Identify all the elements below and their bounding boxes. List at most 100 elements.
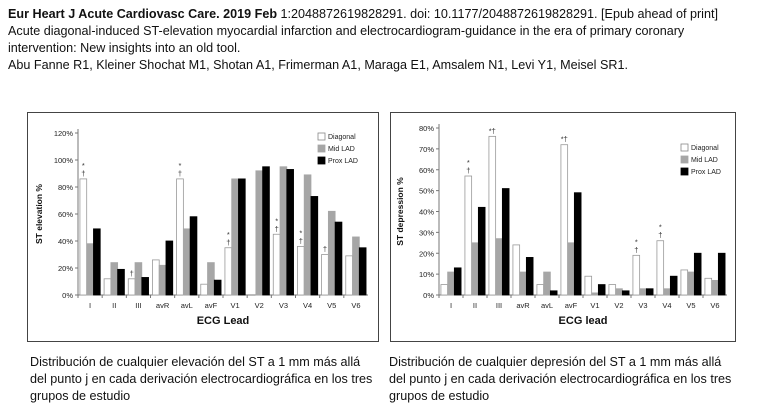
significance-mark: * — [82, 161, 85, 170]
bar-mid-lad — [231, 178, 239, 296]
bar-mid-lad — [591, 292, 599, 296]
bar-diagonal — [488, 135, 497, 296]
st-elevation-chart-frame: 0% 20% 40% 60% 80% 100% 120% I † * II III † avR avL † * a… — [27, 112, 379, 342]
bar-mid-lad — [86, 243, 94, 296]
y-axis-title: ST elevation % — [34, 184, 44, 244]
x-tick-label: avR — [156, 301, 170, 310]
significance-mark: *† — [489, 126, 496, 135]
x-tick-label: II — [112, 301, 116, 310]
significance-mark: † — [634, 245, 638, 254]
y-tick-label: 40% — [419, 208, 434, 217]
significance-mark: † — [81, 169, 85, 178]
bar-mid-lad — [543, 271, 551, 296]
y-tick-label: 30% — [419, 228, 434, 237]
bar-prox-lad — [549, 290, 558, 296]
y-tick-label: 80% — [58, 183, 73, 192]
x-tick-label: V3 — [638, 301, 647, 310]
y-tick-label: 20% — [419, 249, 434, 258]
bar-prox-lad — [693, 252, 702, 296]
bar-diagonal — [272, 233, 281, 296]
x-tick-label: V1 — [590, 301, 599, 310]
y-tick-label: 10% — [419, 270, 434, 279]
bar-prox-lad — [453, 267, 462, 296]
legend-swatch — [317, 156, 326, 165]
bar-prox-lad — [597, 284, 606, 296]
x-tick-label: avR — [516, 301, 530, 310]
bar-mid-lad — [182, 228, 191, 296]
x-tick-label: V6 — [710, 301, 719, 310]
bar-prox-lad — [165, 240, 174, 296]
bar-diagonal — [680, 269, 689, 296]
bar-diagonal — [464, 175, 473, 296]
bar-prox-lad — [310, 196, 319, 296]
author-list: Abu Fanne R1, Kleiner Shochat M1, Shotan… — [8, 58, 628, 72]
x-tick-label: V5 — [686, 301, 695, 310]
y-tick-label: 0% — [423, 291, 434, 300]
bar-mid-lad — [567, 242, 575, 296]
y-axis-title: ST depression % — [395, 177, 405, 246]
significance-mark: * — [275, 216, 278, 225]
x-tick-label: I — [89, 301, 91, 310]
bar-diagonal — [321, 254, 329, 296]
bar-mid-lad — [255, 170, 264, 296]
y-tick-label: 40% — [58, 237, 73, 246]
legend-swatch — [680, 155, 689, 164]
bar-prox-lad — [286, 169, 294, 296]
x-tick-label: II — [473, 301, 477, 310]
st-elevation-caption: Distribución de cualquier elevación del … — [30, 355, 373, 403]
x-tick-label: avF — [565, 301, 578, 310]
bar-prox-lad — [117, 268, 125, 296]
significance-mark: *† — [561, 135, 568, 144]
y-tick-label: 20% — [58, 264, 73, 273]
bar-prox-lad — [525, 257, 534, 296]
x-tick-label: V5 — [327, 301, 336, 310]
y-tick-label: 60% — [419, 166, 434, 175]
bar-prox-lad — [141, 277, 149, 296]
y-tick-label: 70% — [419, 145, 434, 154]
x-tick-label: V3 — [279, 301, 288, 310]
bar-mid-lad — [471, 242, 479, 296]
significance-mark: † — [275, 224, 279, 233]
significance-mark: * — [635, 237, 638, 246]
bar-diagonal — [224, 247, 233, 296]
legend-label: Diagonal — [328, 134, 356, 141]
article-header: Eur Heart J Acute Cardiovasc Care. 2019 … — [8, 6, 763, 74]
x-tick-label: V4 — [662, 301, 671, 310]
x-tick-label: V4 — [303, 301, 312, 310]
bar-prox-lad — [669, 275, 678, 296]
x-tick-label: avF — [205, 301, 218, 310]
y-tick-label: 80% — [419, 124, 434, 133]
y-tick-label: 50% — [419, 187, 434, 196]
x-tick-label: V1 — [230, 301, 239, 310]
bar-prox-lad — [477, 206, 486, 296]
bar-mid-lad — [639, 288, 647, 296]
significance-mark: * — [659, 223, 662, 232]
bar-diagonal — [103, 278, 112, 296]
x-tick-label: avL — [541, 301, 553, 310]
significance-mark: † — [299, 236, 303, 245]
y-tick-label: 60% — [58, 210, 73, 219]
bar-diagonal — [152, 259, 160, 296]
significance-mark: † — [323, 245, 327, 254]
y-tick-label: 120% — [54, 129, 74, 138]
x-tick-label: avL — [181, 301, 193, 310]
significance-mark: * — [179, 161, 182, 170]
article-title-line-1: Acute diagonal-induced ST-elevation myoc… — [8, 24, 685, 38]
st-depression-caption: Distribución de cualquier depresión del … — [389, 355, 732, 403]
article-title-line-2: intervention: New insights into an old t… — [8, 41, 241, 55]
journal-citation: Eur Heart J Acute Cardiovasc Care. 2019 … — [8, 7, 278, 21]
bar-mid-lad — [158, 264, 167, 296]
bar-mid-lad — [279, 166, 288, 296]
legend-swatch — [680, 143, 689, 152]
bar-mid-lad — [663, 288, 671, 296]
bar-diagonal — [656, 240, 665, 296]
bar-mid-lad — [327, 210, 336, 296]
significance-mark: † — [658, 231, 662, 240]
bar-diagonal — [127, 278, 136, 296]
bar-prox-lad — [93, 228, 101, 296]
bar-mid-lad — [447, 271, 455, 296]
bar-prox-lad — [645, 288, 654, 296]
legend-label: Diagonal — [691, 145, 719, 152]
bar-prox-lad — [213, 279, 222, 296]
citation-line: Eur Heart J Acute Cardiovasc Care. 2019 … — [8, 6, 763, 23]
